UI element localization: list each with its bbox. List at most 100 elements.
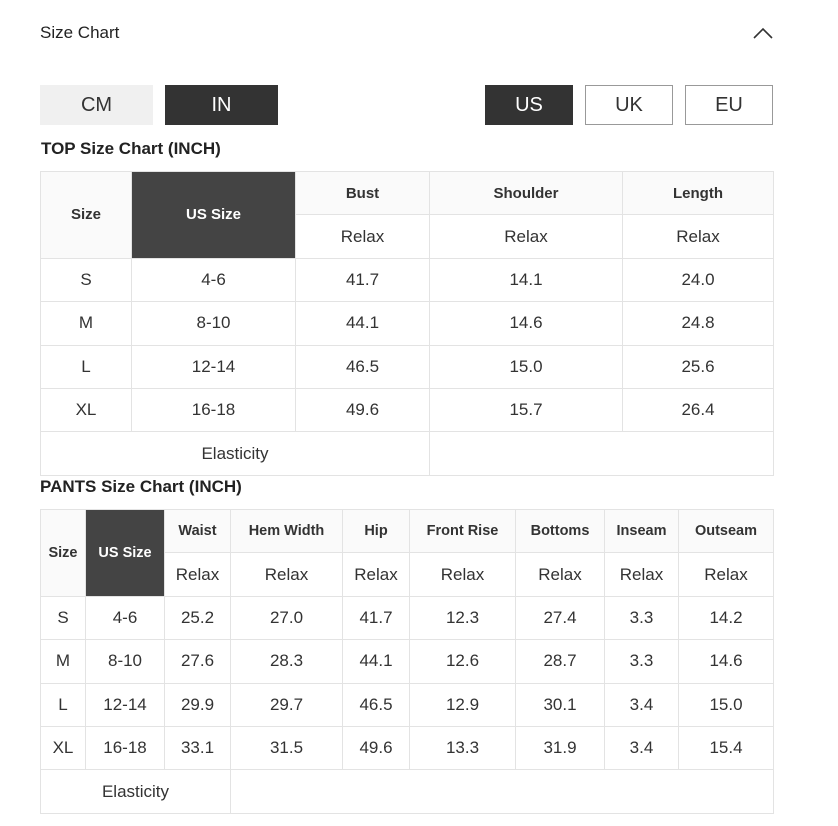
subheader-row: Relax Relax Relax	[41, 214, 774, 259]
column-header: Shoulder	[429, 170, 623, 216]
column-header: Front Rise	[409, 508, 516, 554]
subheader-row: Relax Relax Relax Relax Relax Relax Relax	[41, 552, 774, 597]
column-header: Inseam	[604, 508, 679, 554]
cell: 25.2	[164, 595, 231, 641]
data-row: L 12-14 46.5 15.0 25.6	[40, 344, 774, 389]
cell: 15.4	[678, 725, 774, 771]
cell: 49.6	[295, 387, 430, 433]
cell: 4-6	[85, 595, 165, 641]
data-row: M 8-10 27.6 28.3 44.1 12.6 28.7 3.3 14.6	[40, 639, 774, 684]
data-row: S 4-6 25.2 27.0 41.7 12.3 27.4 3.3 14.2	[40, 595, 774, 641]
subheader-cell: Relax	[678, 552, 774, 597]
cell: 3.4	[604, 682, 679, 727]
cell: 3.3	[604, 595, 679, 641]
column-header: Hip	[342, 508, 410, 554]
cell: 12.6	[409, 639, 516, 684]
column-header: Outseam	[678, 508, 774, 554]
footer-cell: Elasticity	[40, 769, 231, 814]
cell: 16-18	[131, 387, 296, 433]
data-row: M 8-10 44.1 14.6 24.8	[40, 301, 774, 346]
cell: 12-14	[85, 682, 165, 727]
cell: 28.7	[515, 639, 605, 684]
cell: 30.1	[515, 682, 605, 727]
subheader-cell: Relax	[409, 552, 516, 597]
column-header: Bust	[295, 170, 430, 216]
subheader-cell: Relax	[230, 552, 343, 597]
cell: 41.7	[295, 257, 430, 303]
cell: 28.3	[230, 639, 343, 684]
cell: 27.0	[230, 595, 343, 641]
cell: 27.6	[164, 639, 231, 684]
cell: 27.4	[515, 595, 605, 641]
footer-cell: Elasticity	[40, 431, 430, 476]
cell: 44.1	[342, 639, 410, 684]
cell: 31.9	[515, 725, 605, 771]
cell: 24.0	[622, 257, 774, 303]
empty-cell	[429, 431, 774, 476]
subheader-cell: Relax	[342, 552, 410, 597]
cell: 15.0	[678, 682, 774, 727]
cell: 29.9	[164, 682, 231, 727]
cell: 3.3	[604, 639, 679, 684]
cell: 33.1	[164, 725, 231, 771]
unit-button[interactable]: CM	[40, 85, 153, 125]
subheader-cell: Relax	[429, 214, 623, 259]
table-title: PANTS Size Chart (INCH)	[40, 477, 242, 496]
subheader-cell: Relax	[622, 214, 774, 259]
cell: 8-10	[131, 301, 296, 346]
cell: S	[40, 257, 132, 303]
pants-size-table: Size US Size Waist Hem Width Hip Front Rise Bo…	[40, 508, 774, 814]
subheader-cell: Relax	[515, 552, 605, 597]
region-button[interactable]: US	[485, 85, 573, 125]
collapse-chevron[interactable]	[752, 26, 774, 40]
column-header: Bottoms	[515, 508, 605, 554]
cell: L	[40, 344, 132, 389]
cell: 16-18	[85, 725, 165, 771]
cell: 12-14	[131, 344, 296, 389]
column-header: US Size	[85, 509, 165, 597]
region-button[interactable]: UK	[585, 85, 673, 125]
subheader-cell: Relax	[295, 214, 430, 259]
column-header: Waist	[164, 508, 231, 554]
cell: 31.5	[230, 725, 343, 771]
data-row: XL 16-18 33.1 31.5 49.6 13.3 31.9 3.4 15.4	[40, 725, 774, 771]
cell: 8-10	[85, 639, 165, 684]
cell: XL	[40, 387, 132, 433]
footer-row: Elasticity	[40, 431, 774, 476]
unit-button[interactable]: IN	[165, 85, 278, 125]
cell: 12.9	[409, 682, 516, 727]
cell: 14.6	[429, 301, 623, 346]
cell: 25.6	[622, 344, 774, 389]
table-title: TOP Size Chart (INCH)	[41, 139, 221, 158]
footer-row: Elasticity	[40, 769, 774, 814]
cell: 46.5	[295, 344, 430, 389]
empty-cell	[230, 769, 774, 814]
subheader-cell: Relax	[164, 552, 231, 597]
cell: 46.5	[342, 682, 410, 727]
cell: 14.1	[429, 257, 623, 303]
cell: 14.2	[678, 595, 774, 641]
cell: 49.6	[342, 725, 410, 771]
region-button[interactable]: EU	[685, 85, 773, 125]
column-header: Hem Width	[230, 508, 343, 554]
cell: 44.1	[295, 301, 430, 346]
cell: S	[40, 595, 86, 641]
cell: 26.4	[622, 387, 774, 433]
column-header: Length	[622, 170, 774, 216]
cell: L	[40, 682, 86, 727]
cell: 15.7	[429, 387, 623, 433]
top-size-table: Size US Size Bust Shoulder Length Relax Relax R…	[40, 170, 774, 476]
cell: 13.3	[409, 725, 516, 771]
cell: M	[40, 639, 86, 684]
cell: 41.7	[342, 595, 410, 641]
subheader-cell: Relax	[604, 552, 679, 597]
column-header: US Size	[131, 171, 296, 259]
cell: 24.8	[622, 301, 774, 346]
cell: 4-6	[131, 257, 296, 303]
data-row: S 4-6 41.7 14.1 24.0	[40, 257, 774, 303]
data-row: L 12-14 29.9 29.7 46.5 12.9 30.1 3.4 15.0	[40, 682, 774, 727]
column-header: Size	[40, 171, 132, 259]
header-row: Size US Size Bust Shoulder Length	[40, 170, 774, 259]
cell: XL	[40, 725, 86, 771]
